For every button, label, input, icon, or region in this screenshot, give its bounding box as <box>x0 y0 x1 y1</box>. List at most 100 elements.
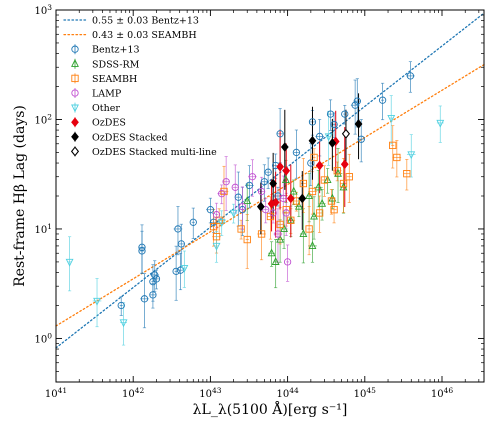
point-sdss-rm <box>305 191 314 200</box>
point-bentz-13 <box>341 110 349 118</box>
y-tick-label: 100 <box>34 331 52 345</box>
point-seambh <box>212 233 221 241</box>
point-bentz-13 <box>138 247 146 255</box>
legend-label: SEAMBH <box>92 74 137 85</box>
point-bentz-13 <box>151 271 159 279</box>
point-bentz-13 <box>378 96 387 104</box>
point-bentz-13 <box>238 206 247 214</box>
point-bentz-13 <box>234 193 242 201</box>
point-bentz-13 <box>174 225 182 233</box>
point-seambh <box>345 173 353 181</box>
point-bentz-13 <box>209 218 218 226</box>
point-lamp <box>222 178 230 186</box>
point-bentz-13 <box>138 243 146 251</box>
point-lamp <box>257 187 266 196</box>
point-seambh <box>292 197 301 205</box>
point-bentz-13 <box>152 275 161 283</box>
legend-marker <box>71 131 79 142</box>
point-sdss-rm <box>267 248 276 257</box>
point-bentz-13 <box>149 291 157 299</box>
point-ozdes-stacked <box>328 138 337 148</box>
point-ozdes <box>282 165 291 176</box>
point-sdss-rm <box>294 201 303 210</box>
point-sdss-rm <box>281 175 290 184</box>
point-seambh <box>389 141 397 150</box>
point-bentz-13 <box>292 148 301 157</box>
point-seambh <box>310 153 318 162</box>
point-seambh <box>315 209 324 217</box>
point-sdss-rm <box>289 186 298 195</box>
point-seambh <box>393 153 401 162</box>
point-other <box>229 209 238 218</box>
point-sdss-rm <box>299 229 308 238</box>
legend-label: Other <box>92 103 120 114</box>
point-lamp <box>283 258 292 266</box>
point-sdss-rm <box>280 224 288 233</box>
point-ozdes <box>271 197 280 208</box>
point-ozdes-stacked <box>354 119 363 129</box>
point-bentz-13 <box>315 132 324 141</box>
point-sdss-rm <box>314 182 323 191</box>
x-tick-label: 1043 <box>199 386 222 400</box>
point-bentz-13 <box>177 240 185 248</box>
point-seambh <box>327 197 336 205</box>
point-seambh <box>305 225 313 233</box>
point-lamp <box>269 209 277 217</box>
point-sdss-rm <box>271 257 280 265</box>
point-other <box>407 151 416 160</box>
point-bentz-13 <box>189 218 197 226</box>
point-seambh <box>308 187 317 196</box>
point-bentz-13 <box>140 295 149 303</box>
point-sdss-rm <box>276 234 285 243</box>
legend-label: OzDES <box>92 118 126 129</box>
point-bentz-13 <box>351 101 359 109</box>
point-ozdes-stacked <box>269 178 278 189</box>
x-axis-title: λL_λ(5100 Å)[erg s⁻¹] <box>193 400 348 418</box>
axis-ticks: 1041 1042 1043 1044 1045 1046 100 101 102 103 <box>34 3 484 400</box>
legend-marker <box>71 117 79 128</box>
x-tick-label: 1041 <box>45 386 67 400</box>
legend-label: OzDES Stacked <box>92 132 168 143</box>
fit-line-1 <box>55 63 485 327</box>
legend-label: SDSS-RM <box>92 59 140 70</box>
legend-label: 0.43 ± 0.03 SEAMBH <box>92 30 197 41</box>
fit-lines <box>55 12 485 349</box>
point-lamp <box>212 211 221 219</box>
point-other <box>217 219 226 228</box>
point-ozdes-stacked-multi-line <box>341 128 351 139</box>
point-bentz-13 <box>276 130 284 138</box>
point-ozdes-stacked <box>280 142 289 152</box>
point-seambh <box>339 179 348 188</box>
point-seambh <box>287 216 295 224</box>
point-ozdes <box>286 193 295 204</box>
point-bentz-13 <box>308 118 317 126</box>
y-axis-title: Rest-frame Hβ Lag (days) <box>12 105 28 287</box>
legend-marker <box>71 104 79 113</box>
point-lamp <box>231 183 239 191</box>
point-ozdes-stacked <box>256 201 265 212</box>
point-other <box>324 133 333 142</box>
point-sdss-rm <box>286 215 295 224</box>
legend: 0.55 ± 0.03 Bentz+13 0.43 ± 0.03 SEAMBH Be… <box>63 16 217 158</box>
point-seambh <box>243 235 251 244</box>
point-bentz-13 <box>326 110 335 118</box>
error-bars <box>67 61 444 346</box>
point-bentz-13 <box>206 206 215 214</box>
point-lamp <box>218 190 226 198</box>
legend-marker <box>71 89 79 97</box>
point-ozdes <box>315 160 324 171</box>
point-sdss-rm <box>310 211 318 220</box>
point-bentz-13 <box>330 120 338 129</box>
point-seambh <box>209 222 218 231</box>
point-bentz-13 <box>245 181 254 190</box>
point-lamp <box>279 194 287 203</box>
point-lamp <box>274 230 282 238</box>
point-other <box>436 119 445 128</box>
point-other <box>65 258 74 267</box>
y-tick-label: 101 <box>34 222 52 236</box>
point-seambh <box>403 170 411 178</box>
point-sdss-rm <box>334 168 342 177</box>
point-seambh <box>276 220 284 229</box>
point-bentz-13 <box>260 178 269 186</box>
